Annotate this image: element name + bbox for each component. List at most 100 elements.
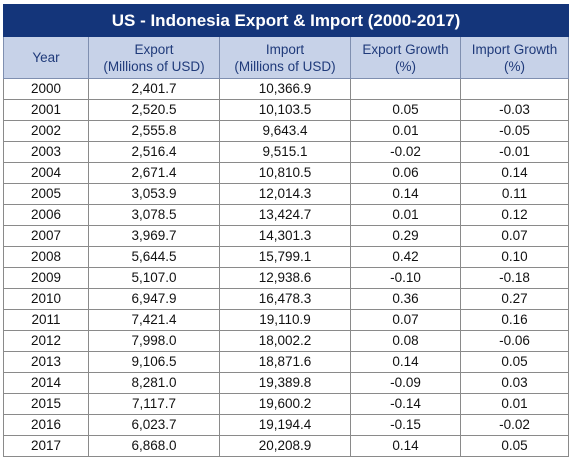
header-import-growth-line1: Import Growth (471, 41, 558, 57)
trade-table: US - Indonesia Export & Import (2000-201… (2, 4, 570, 457)
table-body: 2000 2,401.7 10,366.9 2001 2,520.5 10,103.5 0.… (3, 78, 570, 457)
table-row: 2013 9,106.5 18,871.6 0.14 0.05 (3, 351, 570, 373)
table-row: 2017 6,868.0 20,208.9 0.14 0.05 (3, 435, 570, 457)
cell-export: 5,107.0 (88, 267, 220, 289)
cell-import-growth: 0.12 (459, 204, 570, 226)
cell-import: 9,515.1 (219, 141, 351, 163)
header-year: Year (3, 36, 89, 79)
cell-import-growth: 0.07 (459, 225, 570, 247)
cell-export-growth: 0.08 (350, 330, 461, 352)
cell-year: 2002 (3, 120, 89, 142)
table-title: US - Indonesia Export & Import (2000-201… (2, 4, 570, 37)
cell-import: 10,810.5 (219, 162, 351, 184)
cell-year: 2008 (3, 246, 89, 268)
cell-year: 2009 (3, 267, 89, 289)
cell-year: 2016 (3, 414, 89, 436)
cell-export: 2,671.4 (88, 162, 220, 184)
cell-export: 7,421.4 (88, 309, 220, 331)
cell-export-growth: -0.10 (350, 267, 461, 289)
cell-export-growth: 0.06 (350, 162, 461, 184)
cell-import-growth: -0.02 (459, 414, 570, 436)
cell-import-growth: 0.01 (459, 393, 570, 415)
cell-export: 6,868.0 (88, 435, 220, 457)
cell-export-growth: 0.36 (350, 288, 461, 310)
cell-export: 6,023.7 (88, 414, 220, 436)
cell-export-growth: -0.14 (350, 393, 461, 415)
cell-import-growth: -0.06 (459, 330, 570, 352)
cell-export-growth (350, 78, 461, 100)
cell-export-growth: 0.05 (350, 99, 461, 121)
table-row: 2003 2,516.4 9,515.1 -0.02 -0.01 (3, 141, 570, 163)
table-row: 2010 6,947.9 16,478.3 0.36 0.27 (3, 288, 570, 310)
cell-import-growth: 0.05 (459, 435, 570, 457)
cell-export: 9,106.5 (88, 351, 220, 373)
cell-export: 3,078.5 (88, 204, 220, 226)
cell-year: 2010 (3, 288, 89, 310)
cell-year: 2015 (3, 393, 89, 415)
table-row: 2006 3,078.5 13,424.7 0.01 0.12 (3, 204, 570, 226)
cell-import: 20,208.9 (219, 435, 351, 457)
cell-export-growth: 0.01 (350, 204, 461, 226)
header-import-growth-line2: (%) (504, 58, 526, 74)
cell-import-growth: 0.11 (459, 183, 570, 205)
cell-export-growth: 0.14 (350, 183, 461, 205)
cell-export: 3,969.7 (88, 225, 220, 247)
table-row: 2016 6,023.7 19,194.4 -0.15 -0.02 (3, 414, 570, 436)
cell-export: 2,555.8 (88, 120, 220, 142)
cell-export-growth: 0.14 (350, 435, 461, 457)
cell-export-growth: -0.02 (350, 141, 461, 163)
header-export-line2: (Millions of USD) (103, 58, 205, 74)
table-row: 2015 7,117.7 19,600.2 -0.14 0.01 (3, 393, 570, 415)
cell-import-growth: 0.27 (459, 288, 570, 310)
header-import-line2: (Millions of USD) (234, 58, 336, 74)
cell-year: 2003 (3, 141, 89, 163)
cell-export: 7,117.7 (88, 393, 220, 415)
cell-year: 2004 (3, 162, 89, 184)
cell-year: 2017 (3, 435, 89, 457)
cell-import: 12,938.6 (219, 267, 351, 289)
cell-export: 2,520.5 (88, 99, 220, 121)
cell-export-growth: -0.09 (350, 372, 461, 394)
cell-export-growth: -0.15 (350, 414, 461, 436)
cell-export-growth: 0.07 (350, 309, 461, 331)
cell-import-growth: -0.01 (459, 141, 570, 163)
cell-import: 13,424.7 (219, 204, 351, 226)
cell-year: 2011 (3, 309, 89, 331)
cell-import: 16,478.3 (219, 288, 351, 310)
cell-import: 14,301.3 (219, 225, 351, 247)
cell-import-growth: 0.14 (459, 162, 570, 184)
title-row: US - Indonesia Export & Import (2000-201… (2, 4, 570, 37)
cell-import: 18,002.2 (219, 330, 351, 352)
header-import: Import (Millions of USD) (219, 36, 351, 79)
cell-import: 12,014.3 (219, 183, 351, 205)
table-row: 2008 5,644.5 15,799.1 0.42 0.10 (3, 246, 570, 268)
cell-import-growth: 0.10 (459, 246, 570, 268)
header-import-line1: Import (265, 41, 305, 57)
table-row: 2001 2,520.5 10,103.5 0.05 -0.03 (3, 99, 570, 121)
cell-import-growth: 0.05 (459, 351, 570, 373)
cell-export: 2,401.7 (88, 78, 220, 100)
table-row: 2012 7,998.0 18,002.2 0.08 -0.06 (3, 330, 570, 352)
cell-import-growth: -0.05 (459, 120, 570, 142)
cell-year: 2014 (3, 372, 89, 394)
table-row: 2011 7,421.4 19,110.9 0.07 0.16 (3, 309, 570, 331)
cell-import: 15,799.1 (219, 246, 351, 268)
cell-import: 18,871.6 (219, 351, 351, 373)
cell-import-growth: -0.03 (459, 99, 570, 121)
table-row: 2014 8,281.0 19,389.8 -0.09 0.03 (3, 372, 570, 394)
cell-year: 2013 (3, 351, 89, 373)
header-year-label: Year (32, 50, 60, 65)
cell-import-growth: 0.03 (459, 372, 570, 394)
cell-import-growth (459, 78, 570, 100)
cell-export: 6,947.9 (88, 288, 220, 310)
table-row: 2002 2,555.8 9,643.4 0.01 -0.05 (3, 120, 570, 142)
cell-year: 2005 (3, 183, 89, 205)
cell-import-growth: 0.16 (459, 309, 570, 331)
cell-import: 10,103.5 (219, 99, 351, 121)
cell-year: 2000 (3, 78, 89, 100)
header-export-growth-line2: (%) (395, 58, 416, 74)
cell-export-growth: 0.01 (350, 120, 461, 142)
cell-year: 2006 (3, 204, 89, 226)
cell-import-growth: -0.18 (459, 267, 570, 289)
